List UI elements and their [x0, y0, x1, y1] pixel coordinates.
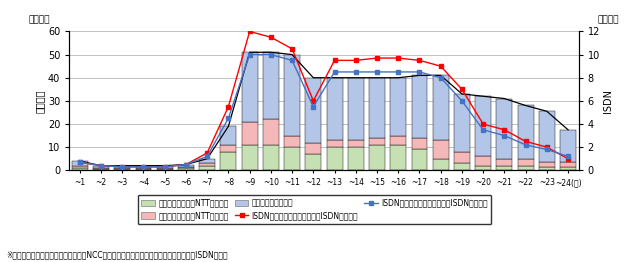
Bar — [72, 161, 88, 166]
Bar — [539, 167, 555, 170]
Bar — [242, 145, 258, 170]
Bar — [178, 165, 194, 167]
Bar — [433, 159, 448, 170]
Bar — [475, 166, 491, 170]
Bar — [199, 163, 215, 166]
Y-axis label: ISDN: ISDN — [603, 89, 613, 113]
Bar — [433, 75, 448, 140]
Bar — [475, 96, 491, 156]
Bar — [157, 169, 173, 170]
Bar — [518, 106, 533, 159]
Bar — [242, 122, 258, 145]
Bar — [369, 78, 385, 138]
Bar — [284, 136, 300, 147]
Bar — [390, 78, 406, 136]
Bar — [263, 145, 279, 170]
Bar — [284, 54, 300, 136]
Bar — [114, 169, 130, 170]
Bar — [454, 94, 470, 152]
Bar — [560, 167, 576, 170]
Bar — [220, 126, 237, 145]
Bar — [305, 143, 321, 154]
Bar — [326, 140, 343, 147]
Bar — [411, 75, 428, 138]
Bar — [199, 166, 215, 170]
Text: （億回）: （億回） — [28, 15, 50, 25]
Bar — [178, 167, 194, 168]
Bar — [157, 166, 173, 168]
Bar — [220, 145, 237, 152]
Bar — [326, 78, 343, 140]
Bar — [263, 52, 279, 119]
Bar — [326, 147, 343, 170]
Bar — [93, 168, 109, 169]
Bar — [539, 162, 555, 167]
Y-axis label: 加入電話: 加入電話 — [35, 89, 45, 113]
Bar — [199, 159, 215, 163]
Bar — [411, 138, 428, 149]
Bar — [305, 78, 321, 143]
Bar — [305, 154, 321, 170]
Bar — [518, 159, 533, 166]
Bar — [178, 168, 194, 170]
Bar — [114, 166, 130, 168]
Bar — [369, 145, 385, 170]
Bar — [263, 119, 279, 145]
Bar — [348, 78, 364, 140]
Bar — [454, 163, 470, 170]
Bar — [433, 140, 448, 159]
Bar — [496, 159, 513, 166]
Bar — [496, 99, 513, 159]
Bar — [242, 52, 258, 122]
Bar — [72, 168, 88, 170]
Bar — [135, 166, 152, 168]
Bar — [454, 152, 470, 163]
Bar — [539, 111, 555, 162]
Bar — [114, 168, 130, 169]
Bar — [390, 145, 406, 170]
Bar — [72, 166, 88, 168]
Bar — [348, 140, 364, 147]
Bar — [135, 169, 152, 170]
Text: ※　「加入電話（その他）」は地域系NCCの加入電話及び長距離系事業者の加入電話・ISDNの合算: ※ 「加入電話（その他）」は地域系NCCの加入電話及び長距離系事業者の加入電話・… — [6, 250, 228, 259]
Bar — [220, 152, 237, 170]
Bar — [390, 136, 406, 145]
Bar — [93, 169, 109, 170]
Bar — [560, 162, 576, 167]
Bar — [93, 166, 109, 168]
Bar — [284, 147, 300, 170]
Bar — [135, 168, 152, 169]
Legend: 加入電話（東・西NTT事務用）, 加入電話（東・西NTT住宅用）, 加入電話（その他）, ISDN通話モード（長距離系のISDN含まず）, ISDN通信モード（: 加入電話（東・西NTT事務用）, 加入電話（東・西NTT住宅用）, 加入電話（そ… — [138, 195, 491, 224]
Text: （億回）: （億回） — [598, 15, 620, 25]
Bar — [496, 166, 513, 170]
Bar — [560, 130, 576, 162]
Bar — [411, 149, 428, 170]
Bar — [157, 168, 173, 169]
Bar — [518, 166, 533, 170]
Bar — [348, 147, 364, 170]
Bar — [369, 138, 385, 145]
Bar — [475, 156, 491, 166]
